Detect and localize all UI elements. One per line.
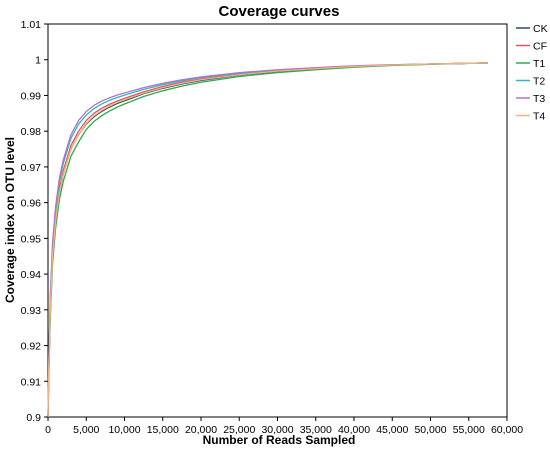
x-tick-label: 60,000 [491, 424, 523, 436]
y-tick-label: 0.96 [21, 198, 42, 210]
x-tick-label: 30,000 [261, 424, 293, 436]
y-axis-label: Coverage index on OTU level [3, 137, 17, 303]
legend-label-t4: T4 [533, 111, 545, 123]
x-tick-label: 5,000 [73, 424, 99, 436]
y-tick-label: 0.94 [21, 269, 42, 281]
x-tick-label: 25,000 [223, 424, 255, 436]
series-line-t4 [47, 62, 488, 418]
x-tick-label: 15,000 [147, 424, 179, 436]
series-line-t1 [47, 62, 488, 418]
y-axis: 0.9 0.91 0.92 0.93 0.94 0.95 0.96 0.97 0.98 0.99 1… [21, 19, 48, 424]
series-lines [47, 62, 488, 418]
plot-frame [47, 23, 508, 418]
x-tick-label: 10,000 [108, 424, 140, 436]
x-tick-label: 35,000 [300, 424, 332, 436]
y-tick-label: 0.92 [21, 341, 42, 353]
legend-label-t2: T2 [533, 76, 545, 88]
x-tick-label: 40,000 [338, 424, 370, 436]
x-tick-label: 0 [45, 424, 51, 436]
y-tick-label: 0.99 [21, 90, 42, 102]
legend-label-t1: T1 [533, 58, 545, 70]
x-tick-label: 20,000 [185, 424, 217, 436]
y-tick-label: 0.9 [26, 412, 41, 424]
y-tick-label: 0.97 [21, 162, 42, 174]
x-axis-label: Number of Reads Sampled [203, 433, 356, 447]
series-line-t3 [47, 62, 488, 418]
legend-label-ck: CK [533, 23, 548, 35]
series-line-cf [47, 62, 488, 418]
x-axis: 0 5,000 10,000 15,000 20,000 25,000 30,000 35,0… [45, 417, 523, 436]
x-tick-label: 50,000 [414, 424, 446, 436]
y-tick-label: 0.93 [21, 305, 42, 317]
y-tick-label: 0.95 [21, 233, 42, 245]
y-tick-label: 1.01 [21, 19, 42, 31]
legend-label-cf: CF [533, 41, 547, 53]
chart-title: Coverage curves [219, 3, 340, 20]
y-tick-label: 1 [35, 55, 41, 67]
y-tick-label: 0.91 [21, 376, 42, 388]
series-line-t2 [47, 62, 488, 418]
y-tick-label: 0.98 [21, 126, 42, 138]
legend: CK CF T1 T2 T3 T4 [516, 23, 548, 123]
series-line-ck [47, 62, 488, 418]
x-tick-label: 45,000 [376, 424, 408, 436]
x-tick-label: 55,000 [453, 424, 485, 436]
legend-label-t3: T3 [533, 93, 545, 105]
plot-border [47, 23, 508, 418]
